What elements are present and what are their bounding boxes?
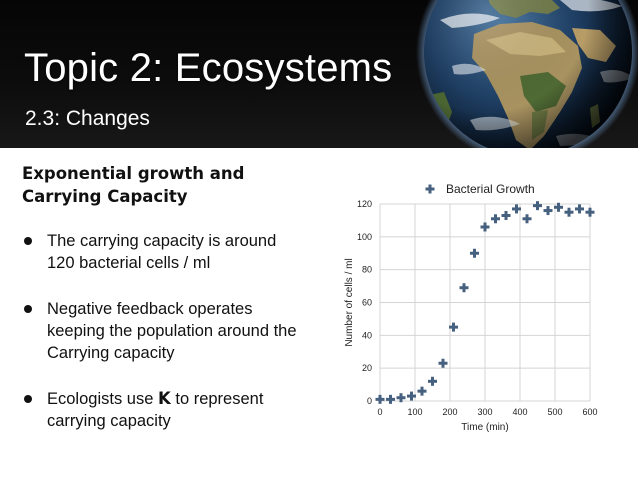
bullet-2-line-2: keeping the population around the [47, 322, 297, 340]
data-point [438, 358, 448, 368]
data-point [512, 204, 521, 214]
data-point [554, 202, 563, 212]
data-point [533, 201, 542, 211]
x-axis-label: Time (min) [461, 422, 508, 433]
x-tick-label: 400 [512, 407, 527, 417]
y-tick-label: 120 [357, 199, 372, 209]
x-tick-label: 200 [442, 407, 457, 417]
x-tick-label: 300 [477, 407, 492, 417]
heading-line-2: Carrying Capacity [22, 187, 188, 206]
data-point [449, 322, 458, 332]
data-point [522, 214, 532, 224]
bullet-2-line-1: Negative feedback operates [47, 300, 253, 318]
bullet-3-post: to represent [170, 390, 264, 408]
slide-subtitle: 2.3: Changes [25, 107, 150, 130]
data-point [543, 206, 553, 216]
data-point [575, 204, 584, 214]
bullet-3-line-2: carrying capacity [47, 412, 171, 430]
y-tick-label: 40 [362, 330, 372, 340]
bullet-3-k-symbol: K [157, 389, 171, 408]
bullet-1-line-2: 120 bacterial cells / ml [47, 254, 211, 272]
earth-globe-image [416, 0, 638, 148]
bullet-ecologists-k: Ecologists use K to represent carrying c… [22, 388, 332, 432]
bullet-carrying-capacity: The carrying capacity is around 120 bact… [22, 230, 332, 274]
bullet-1-line-1: The carrying capacity is around [47, 232, 277, 250]
x-tick-label: 100 [407, 407, 422, 417]
legend-label: Bacterial Growth [446, 182, 535, 196]
data-point [375, 394, 385, 404]
title-banner: Topic 2: Ecosystems 2.3: Changes [0, 0, 638, 148]
data-point [428, 376, 437, 386]
y-tick-label: 100 [357, 232, 372, 242]
data-point [491, 214, 500, 224]
y-tick-label: 80 [362, 265, 372, 275]
y-tick-label: 60 [362, 298, 372, 308]
data-point [386, 394, 395, 404]
data-point [501, 210, 511, 220]
slide-title: Topic 2: Ecosystems [24, 46, 393, 90]
data-point [585, 207, 595, 217]
data-point [459, 283, 469, 293]
data-point [396, 393, 406, 403]
data-point [407, 391, 416, 401]
y-axis-label: Number of cells / ml [344, 258, 355, 346]
data-point [417, 386, 427, 396]
bullet-3-pre: Ecologists use [47, 390, 158, 408]
x-tick-label: 0 [377, 407, 382, 417]
data-point [480, 222, 490, 232]
y-tick-label: 20 [362, 363, 372, 373]
legend-marker-icon [425, 184, 435, 194]
y-tick-label: 0 [367, 396, 372, 406]
data-point [564, 207, 574, 217]
bullet-negative-feedback: Negative feedback operates keeping the p… [22, 298, 332, 364]
content-heading: Exponential growth and Carrying Capacity [22, 162, 332, 208]
bullet-2-line-3: Carrying capacity [47, 344, 175, 362]
bullet-list: The carrying capacity is around 120 bact… [22, 230, 332, 432]
bacterial-growth-chart: 0 100 200 300 400 500 600 0 20 40 60 80 100 120 Bacte… [344, 182, 598, 433]
data-point [470, 248, 479, 258]
x-tick-label: 600 [582, 407, 597, 417]
heading-line-1: Exponential growth and [22, 164, 245, 183]
x-tick-label: 500 [547, 407, 562, 417]
